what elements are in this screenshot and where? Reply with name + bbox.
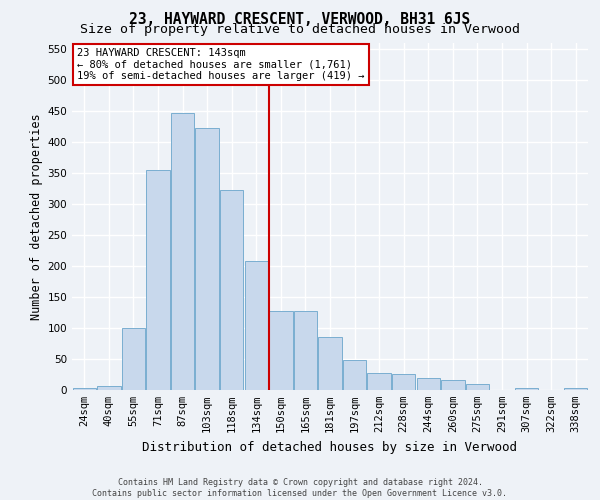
- Bar: [367, 372, 391, 390]
- Text: 23 HAYWARD CRESCENT: 143sqm
← 80% of detached houses are smaller (1,761)
19% of : 23 HAYWARD CRESCENT: 143sqm ← 80% of det…: [77, 48, 365, 81]
- Bar: [73, 388, 96, 390]
- Bar: [146, 170, 170, 390]
- Bar: [269, 310, 293, 390]
- Bar: [220, 190, 244, 390]
- Bar: [343, 360, 366, 390]
- Bar: [515, 388, 538, 390]
- Bar: [416, 378, 440, 390]
- Bar: [319, 336, 341, 390]
- Y-axis label: Number of detached properties: Number of detached properties: [30, 113, 43, 320]
- Bar: [97, 386, 121, 390]
- Bar: [441, 380, 464, 390]
- Bar: [122, 328, 145, 390]
- Bar: [564, 388, 587, 390]
- Bar: [196, 128, 219, 390]
- Text: Contains HM Land Registry data © Crown copyright and database right 2024.
Contai: Contains HM Land Registry data © Crown c…: [92, 478, 508, 498]
- Bar: [171, 112, 194, 390]
- Text: 23, HAYWARD CRESCENT, VERWOOD, BH31 6JS: 23, HAYWARD CRESCENT, VERWOOD, BH31 6JS: [130, 12, 470, 28]
- Bar: [466, 384, 489, 390]
- Bar: [392, 374, 415, 390]
- X-axis label: Distribution of detached houses by size in Verwood: Distribution of detached houses by size …: [143, 440, 517, 454]
- Bar: [245, 261, 268, 390]
- Bar: [294, 310, 317, 390]
- Text: Size of property relative to detached houses in Verwood: Size of property relative to detached ho…: [80, 22, 520, 36]
